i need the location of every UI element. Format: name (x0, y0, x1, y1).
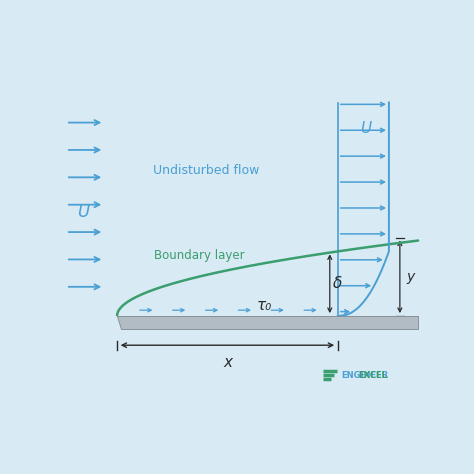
Text: EXCEL: EXCEL (358, 371, 387, 380)
Text: τ₀: τ₀ (257, 298, 273, 313)
Text: ENGINEER: ENGINEER (341, 371, 389, 380)
Text: Undisturbed flow: Undisturbed flow (153, 164, 260, 176)
Text: x: x (223, 356, 232, 371)
Text: δ: δ (332, 276, 342, 291)
Text: y: y (406, 270, 415, 284)
Polygon shape (117, 316, 418, 329)
Text: U: U (77, 203, 89, 221)
Text: U: U (360, 120, 371, 136)
Text: Boundary layer: Boundary layer (154, 249, 245, 262)
